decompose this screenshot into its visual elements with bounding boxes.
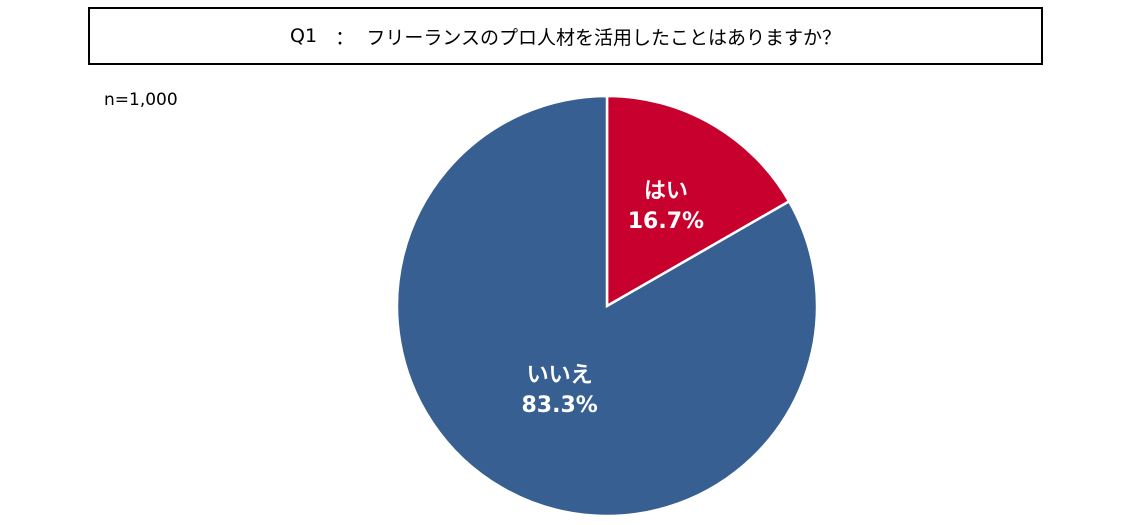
question-title-box: Q1 ： フリーランスのプロ人材を活用したことはありますか？ [88,7,1043,65]
question-number: Q1 [290,25,318,47]
question-text: フリーランスのプロ人材を活用したことはありますか？ [366,26,841,49]
question-separator: ： [335,26,355,49]
slice-value-0: 16.7% [628,209,704,234]
slice-label-0: はい [644,179,688,204]
sample-size-label: n=1,000 [104,90,178,110]
slice-label-1: いいえ [527,363,593,388]
pie-slice-1 [395,94,819,518]
slice-value-1: 83.3% [522,393,598,418]
pie-slice-0 [605,94,791,309]
